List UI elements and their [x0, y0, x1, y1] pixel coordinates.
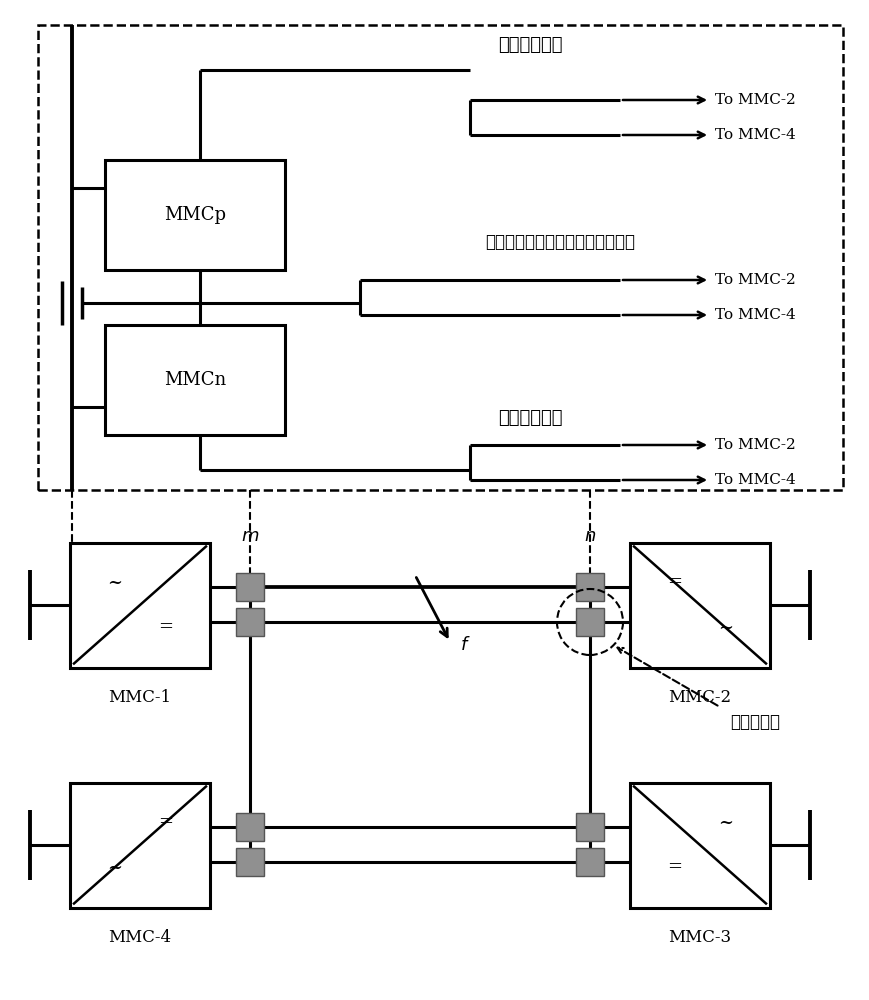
Text: =: = [667, 574, 681, 591]
Bar [575, 608, 603, 636]
Text: 正极输电线路: 正极输电线路 [497, 36, 561, 54]
Bar [38, 25, 842, 490]
Text: ~: ~ [107, 858, 123, 876]
Bar [575, 813, 603, 841]
Bar [70, 782, 209, 908]
Text: $n$: $n$ [583, 527, 595, 545]
Text: ~: ~ [107, 574, 123, 591]
Text: MMCp: MMCp [164, 206, 226, 224]
Bar [235, 813, 263, 841]
Text: MMC-4: MMC-4 [109, 930, 171, 946]
Text: MMC-1: MMC-1 [109, 690, 171, 706]
Text: MMCn: MMCn [163, 371, 226, 389]
Text: $m$: $m$ [241, 527, 259, 545]
Text: 负极输电线路: 负极输电线路 [497, 409, 561, 427]
Text: 经金属回线接地的接地极输电线路: 经金属回线接地的接地极输电线路 [484, 233, 634, 251]
Text: To MMC-2: To MMC-2 [714, 438, 795, 452]
Bar [70, 542, 209, 668]
Bar [575, 848, 603, 876]
Bar [105, 325, 285, 435]
Text: $f$: $f$ [460, 636, 470, 654]
Text: MMC-2: MMC-2 [667, 690, 731, 706]
Text: To MMC-4: To MMC-4 [714, 308, 795, 322]
Text: To MMC-4: To MMC-4 [714, 473, 795, 487]
Text: 直流断路器: 直流断路器 [729, 713, 779, 731]
Bar [105, 160, 285, 270]
Bar [235, 608, 263, 636]
Text: To MMC-2: To MMC-2 [714, 273, 795, 287]
Bar [629, 542, 769, 668]
Text: ~: ~ [717, 814, 732, 832]
Text: To MMC-2: To MMC-2 [714, 93, 795, 107]
Text: =: = [667, 858, 681, 876]
Bar [235, 573, 263, 601]
Text: =: = [157, 618, 173, 637]
Text: ~: ~ [717, 618, 732, 637]
Bar [235, 848, 263, 876]
Bar [575, 573, 603, 601]
Text: To MMC-4: To MMC-4 [714, 128, 795, 142]
Bar [629, 782, 769, 908]
Text: =: = [157, 814, 173, 832]
Text: MMC-3: MMC-3 [667, 930, 731, 946]
